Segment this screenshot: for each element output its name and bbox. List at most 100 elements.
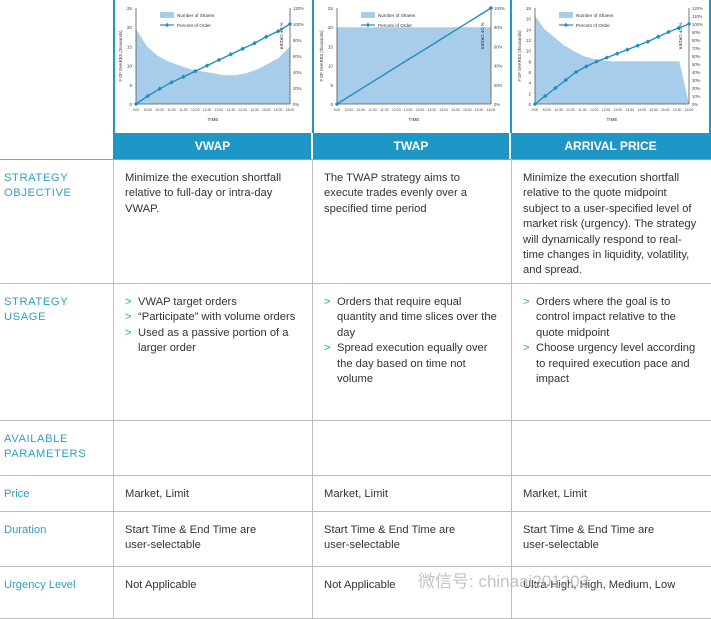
shares-area [337,27,491,105]
legend-marker-percent [164,22,170,28]
y-tick-label: 5 [330,83,333,88]
y2-tick-label: 100% [692,22,703,27]
y2-tick-label: 0% [692,102,698,107]
y2-tick-label: 40% [494,64,503,69]
vwap-chart: 0 5 10 15 20 25 0% 20% 40% 60% 80% 100% 120% 9:00 10:0… [118,6,304,122]
legend-label-shares: Number of Shares [177,13,215,18]
legend-label-percent: Percent of Order [177,23,211,28]
divider [0,159,711,160]
objective-vwap: Minimize the execution shortfall relativ… [125,172,282,215]
x-tick-label: 13:00 [614,108,623,112]
x-tick-label: 15:00 [463,108,472,112]
x-tick-label: 13:00 [416,108,425,112]
x-axis-label: TIME [208,117,219,122]
legend-label-shares: Number of Shares [576,13,614,18]
percent-marker [655,34,661,40]
y2-tick-label: 30% [692,78,701,83]
column-header-vwap: VWAP [194,139,231,153]
bullet-marker: > [125,311,132,324]
bullet-marker: > [523,296,530,308]
x-axis-label: TIME [607,117,618,122]
percent-marker [264,34,269,40]
y2-tick-label: 20% [293,86,302,91]
x-tick-label: 14:00 [637,108,646,112]
list-item-text: Spread execution equally over the day ba… [337,342,488,386]
y-tick-label: 0 [528,102,531,107]
divider [113,0,115,133]
percent-marker [645,39,651,44]
x-tick-label: 10:00 [144,108,153,112]
bullet-marker: > [125,326,132,339]
y-tick-label: 12 [526,38,532,43]
x-tick-label: 11:30 [380,108,388,112]
row-label-line: STRATEGY [4,172,69,184]
percent-marker [145,93,151,99]
x-tick-label: 10:30 [554,108,563,112]
x-axis-label: TIME [409,117,420,122]
x-tick-label: 12:00 [191,108,200,112]
bullet-marker: > [324,296,331,308]
y-tick-label: 2 [528,91,531,96]
y-tick-label: 5 [129,83,132,88]
price-vwap: Market, Limit [125,488,190,500]
x-tick-label: 10:00 [345,108,354,112]
duration-arrival-price: Start Time & End Time are user-selectabl… [523,524,655,552]
list-item-text: Orders that require equal quantity and t… [337,296,497,339]
urgency-arrival-price: Ultra-High, High, Medium, Low [523,579,676,591]
x-tick-label: 10:30 [356,108,365,112]
legend-swatch-shares [559,12,573,18]
legend-swatch-shares [160,12,174,18]
twap-chart: 0 5 10 15 20 25 0% 20% 40% 60% 80% 100% 9:00 10:00 10:… [319,5,505,122]
x-tick-label: 14:30 [451,108,460,112]
percent-marker [676,25,681,31]
y-tick-label: 10 [328,64,334,69]
x-tick-label: 10:30 [155,108,164,112]
y2-tick-label: 10% [692,94,701,99]
percent-marker [192,68,198,74]
row-label-line: PARAMETERS [4,448,87,461]
shares-area [535,16,689,104]
legend-marker-percent [563,22,569,28]
y-axis-label: # OF SHARES (thousands) [319,30,324,82]
x-tick-label: 11:30 [578,108,586,112]
y2-tick-label: 20% [494,83,503,88]
y2-tick-label: 60% [494,44,503,49]
percent-line [336,7,492,105]
x-tick-label: 11:00 [566,108,574,112]
divider [311,133,313,159]
percent-marker [625,47,630,52]
list-item: > VWAP target orders [125,295,302,310]
row-label-line: USAGE [4,311,47,324]
row-label-line: OBJECTIVE [4,187,72,200]
row-label-strategy-usage: STRATEGY USAGE [0,284,113,420]
y-tick-label: 10 [526,49,532,54]
divider [0,511,711,512]
legend-swatch-shares [361,12,375,18]
usage-arrival-price: > Orders where the goal is to control imp… [512,284,711,420]
list-item: > Spread execution equally over the day b… [324,341,501,387]
y2-tick-label: 80% [494,25,503,30]
duration-twap: Start Time & End Time are user-selectabl… [324,524,456,552]
x-tick-label: 15:30 [673,108,682,112]
x-tick-label: 10:00 [543,108,552,112]
percent-marker [666,29,671,35]
y2-tick-label: 80% [692,38,701,43]
y-tick-label: 0 [129,102,132,107]
y-tick-label: 14 [526,27,532,32]
percent-marker [604,55,610,60]
x-tick-label: 15:00 [661,108,670,112]
row-label-line: AVAILABLE [4,433,69,445]
percent-marker [216,57,222,63]
y2-tick-label: 70% [692,46,701,51]
y2-tick-label: 100% [293,22,304,27]
x-tick-label: 14:00 [439,108,448,112]
x-tick-label: 15:00 [262,108,271,112]
y2-axis-label: % OF ORDER [480,23,485,50]
x-tick-label: 9:00 [532,108,539,112]
divider [509,133,511,159]
divider [510,0,512,133]
x-tick-label: 13:00 [215,108,224,112]
row-label-price: Price [4,488,30,500]
legend-marker-percent [365,22,371,28]
